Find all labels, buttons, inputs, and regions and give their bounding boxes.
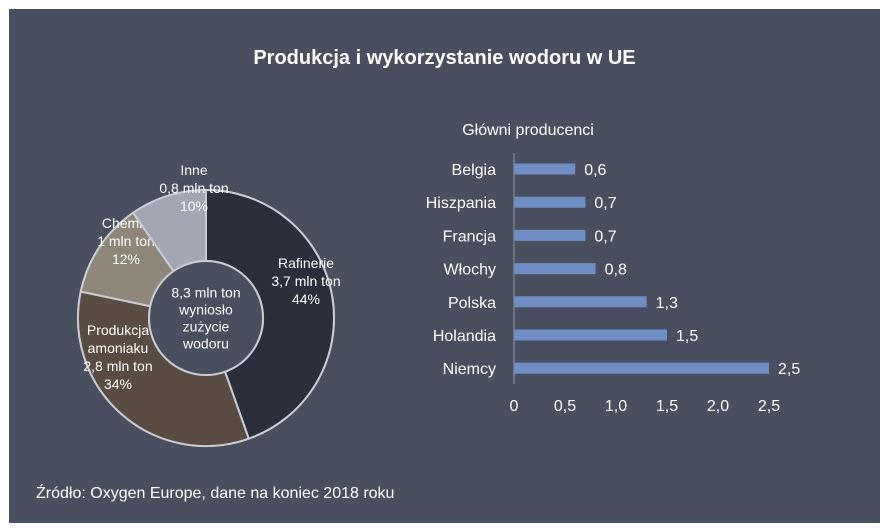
value-label: 1,3: [656, 295, 678, 312]
x-tick-label: 0: [510, 398, 519, 415]
donut-slice-label-line: 34%: [104, 376, 132, 392]
donut-slice-label-line: 1 mln ton: [97, 233, 155, 249]
donut-slice-label-line: Inne: [180, 162, 207, 178]
bar-chart-title: Główni producenci: [462, 122, 594, 139]
category-label: Francja: [443, 228, 496, 245]
donut-center-label: 8,3 mln ton wyniosło zużycie wodoru: [171, 285, 240, 352]
category-label: Belgia: [452, 162, 497, 179]
value-label: 0,7: [594, 228, 616, 245]
donut-slice-label: Rafinerie 3,7 mln ton 44%: [271, 255, 340, 307]
x-tick-label: 0,5: [554, 398, 576, 415]
donut-slice-label-line: 44%: [292, 291, 320, 307]
category-label: Holandia: [433, 328, 496, 345]
bar: [514, 229, 586, 241]
donut-slice-label-line: amoniaku: [88, 340, 149, 356]
bar: [514, 263, 596, 275]
value-label: 0,7: [594, 195, 616, 212]
x-tick-label: 1,0: [605, 398, 627, 415]
donut-slice-label-line: 2,8 mln ton: [83, 358, 152, 374]
value-label: 0,8: [605, 262, 627, 279]
value-label: 1,5: [676, 328, 698, 345]
donut-slice-label-line: 12%: [112, 251, 140, 267]
donut-slice-label-line: 3,7 mln ton: [271, 273, 340, 289]
x-tick-label: 1,5: [656, 398, 678, 415]
chart-title: Produkcja i wykorzystanie wodoru w UE: [253, 47, 636, 69]
donut-slice-label-line: 0,8 mln ton: [159, 180, 228, 196]
category-label: Hiszpania: [426, 195, 496, 212]
value-label: 0,6: [584, 162, 606, 179]
donut-slice-label-line: Rafinerie: [278, 255, 334, 271]
source-note: Źródło: Oxygen Europe, dane na koniec 20…: [36, 485, 395, 502]
category-label: Niemcy: [443, 361, 496, 378]
donut-slice-label-line: Produkcja: [87, 322, 149, 338]
bar: [514, 296, 647, 308]
category-label: Włochy: [444, 262, 496, 279]
donut-slice-label-line: 10%: [180, 198, 208, 214]
donut-center-label-line: wyniosło: [178, 302, 233, 318]
category-label: Polska: [448, 295, 496, 312]
bar: [514, 362, 769, 374]
value-label: 2,5: [778, 361, 800, 378]
x-tick-label: 2,5: [758, 398, 780, 415]
donut-center-label-line: wodoru: [182, 336, 229, 352]
x-tick-label: 2,0: [707, 398, 729, 415]
bar: [514, 329, 667, 341]
donut-center-label-line: 8,3 mln ton: [171, 285, 240, 301]
donut-center-label-line: zużycie: [183, 319, 230, 335]
donut-hole: [148, 260, 264, 376]
bar: [514, 196, 586, 208]
bar: [514, 163, 576, 175]
donut-slice-label: Produkcja amoniaku 2,8 mln ton 34%: [83, 322, 152, 392]
donut-slice-label: Inne 0,8 mln ton 10%: [159, 162, 228, 214]
